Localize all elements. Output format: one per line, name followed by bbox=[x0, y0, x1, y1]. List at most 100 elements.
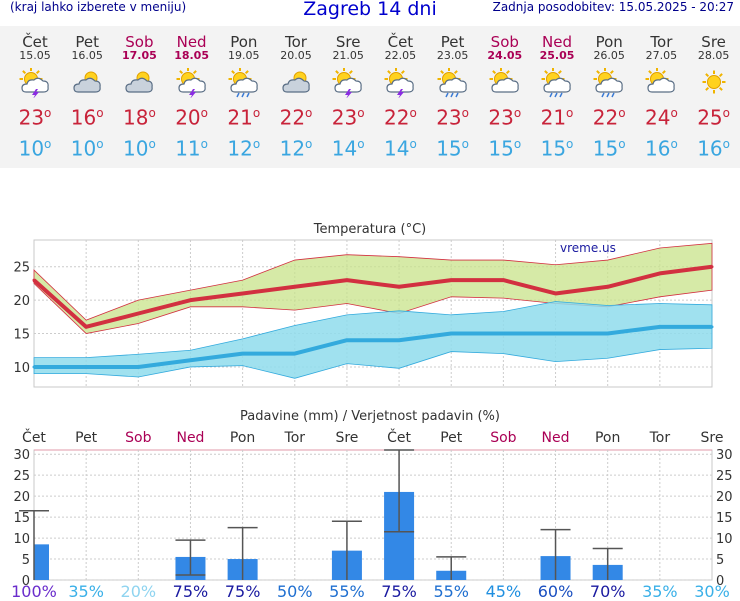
max-temp: 21o bbox=[227, 105, 261, 130]
rain-probability: 70% bbox=[589, 582, 626, 601]
y-tick-label: 10 bbox=[13, 361, 30, 376]
rain-probability: 45% bbox=[485, 582, 522, 601]
day-column: Sre 21.05 23o 14o bbox=[322, 26, 374, 161]
day-name: Pon bbox=[230, 33, 258, 51]
x-tick-label: Sob bbox=[490, 430, 516, 446]
day-date: 27.05 bbox=[645, 49, 678, 62]
day-date: 26.05 bbox=[593, 49, 625, 62]
temp-point bbox=[32, 365, 36, 369]
temp-point bbox=[345, 338, 349, 342]
temp-point bbox=[136, 365, 140, 369]
temp-point bbox=[293, 352, 297, 356]
max-temp: 16o bbox=[70, 105, 104, 130]
day-name: Ned bbox=[542, 33, 572, 51]
temp-point bbox=[188, 298, 192, 302]
temp-point bbox=[32, 278, 36, 282]
sun-cloud-lightning-icon bbox=[384, 68, 415, 98]
day-name: Tor bbox=[650, 33, 673, 51]
day-date: 21.05 bbox=[332, 49, 364, 62]
day-column: Čet 15.05 23o 10o bbox=[9, 26, 61, 161]
y-tick-label: 25 bbox=[13, 469, 30, 484]
y-tick-label-right: 15 bbox=[716, 511, 733, 526]
day-name: Čet bbox=[387, 33, 414, 51]
sun-cloud-rain-icon bbox=[437, 68, 467, 98]
temp-point bbox=[84, 365, 88, 369]
day-column: Čet 22.05 22o 14o bbox=[374, 26, 426, 161]
max-temp: 22o bbox=[279, 105, 313, 130]
x-tick-label: Tor bbox=[284, 430, 306, 446]
day-name: Pet bbox=[440, 33, 465, 51]
day-name: Sre bbox=[335, 33, 361, 51]
rain-probability: 75% bbox=[224, 582, 261, 601]
max-temp-band bbox=[33, 242, 713, 334]
day-column: Tor 27.05 24o 16o bbox=[635, 26, 687, 161]
sun-cloud-lightning-icon bbox=[19, 68, 49, 98]
day-name: Tor bbox=[285, 33, 307, 51]
x-tick-label: Ned bbox=[542, 430, 570, 446]
temp-point bbox=[188, 358, 192, 362]
day-date: 18.05 bbox=[174, 49, 209, 62]
max-temp: 23o bbox=[436, 105, 469, 130]
x-tick-label: Sob bbox=[125, 430, 151, 446]
day-date: 28.05 bbox=[697, 49, 730, 62]
x-tick-label: Pon bbox=[595, 430, 620, 446]
day-name: Sob bbox=[490, 33, 519, 51]
sun-cloud-icon bbox=[645, 68, 676, 93]
min-temp: 12o bbox=[227, 136, 261, 161]
rain-probability: 55% bbox=[329, 582, 365, 601]
location-menu-link[interactable]: (kraj lahko izberete v meniju) bbox=[10, 0, 187, 14]
cloud-sun-icon bbox=[282, 71, 310, 93]
rain-probability: 30% bbox=[694, 582, 730, 601]
sun-cloud-rain-icon bbox=[541, 68, 571, 98]
day-column: Pet 23.05 23o 15o bbox=[427, 26, 479, 161]
temp-point bbox=[345, 278, 349, 282]
temp-point bbox=[554, 332, 558, 336]
y-tick-label-right: 25 bbox=[716, 469, 733, 484]
min-temp: 15o bbox=[592, 136, 626, 161]
min-temp: 12o bbox=[279, 136, 313, 161]
day-column: Sob 17.05 18o 10o bbox=[113, 26, 165, 161]
temp-point bbox=[449, 332, 453, 336]
y-tick-label: 10 bbox=[13, 532, 30, 547]
page-title: Zagreb 14 dni bbox=[303, 0, 437, 20]
max-temp: 22o bbox=[592, 105, 626, 130]
min-temp: 10o bbox=[122, 136, 156, 161]
temp-point bbox=[397, 285, 401, 289]
forecast-charts: Temperatura (°C) 10 15 20 25 vreme.us Padavine… bbox=[13, 222, 733, 589]
max-temp-line bbox=[32, 264, 713, 329]
day-date: 20.05 bbox=[280, 49, 312, 62]
rain-probability: 20% bbox=[120, 582, 157, 601]
daily-forecast-strip: Čet 15.05 23o 10o Pet 16.05 16o 10o Sob 17.05 18o 1… bbox=[0, 26, 740, 168]
y-tick-label: 15 bbox=[13, 511, 30, 526]
x-tick-label: Tor bbox=[649, 430, 671, 446]
temp-point bbox=[658, 271, 662, 275]
temp-point bbox=[606, 332, 610, 336]
min-temp: 14o bbox=[331, 136, 365, 161]
temp-point bbox=[241, 352, 245, 356]
day-date: 17.05 bbox=[121, 49, 157, 62]
y-tick-label: 30 bbox=[13, 448, 30, 463]
y-tick-label-right: 20 bbox=[716, 490, 733, 505]
temp-point bbox=[554, 291, 558, 295]
last-updated-text: Zadnja posodobitev: 15.05.2025 - 20:27 bbox=[492, 0, 734, 14]
day-column: Sre 28.05 25o 16o bbox=[688, 26, 740, 161]
sun-cloud-icon bbox=[489, 68, 519, 93]
rain-probability: 75% bbox=[381, 582, 417, 601]
y-tick-label: 15 bbox=[13, 328, 30, 343]
sun-cloud-lightning-icon bbox=[332, 68, 362, 98]
min-temp: 16o bbox=[644, 136, 678, 161]
temp-point bbox=[241, 291, 245, 295]
rain-probability: 35% bbox=[68, 582, 104, 601]
rain-probability: 50% bbox=[276, 582, 313, 601]
min-temp-line bbox=[34, 324, 712, 369]
cloud-sun-icon bbox=[125, 71, 154, 93]
temp-point bbox=[658, 325, 662, 329]
min-temp: 15o bbox=[436, 136, 469, 161]
temp-point bbox=[84, 325, 88, 329]
day-date: 24.05 bbox=[487, 49, 523, 62]
min-temp: 15o bbox=[488, 136, 522, 161]
max-temp: 18o bbox=[122, 105, 156, 130]
cloud-sun-icon bbox=[73, 71, 101, 93]
day-date: 25.05 bbox=[539, 49, 575, 62]
sun-cloud-rain-icon bbox=[593, 68, 623, 98]
